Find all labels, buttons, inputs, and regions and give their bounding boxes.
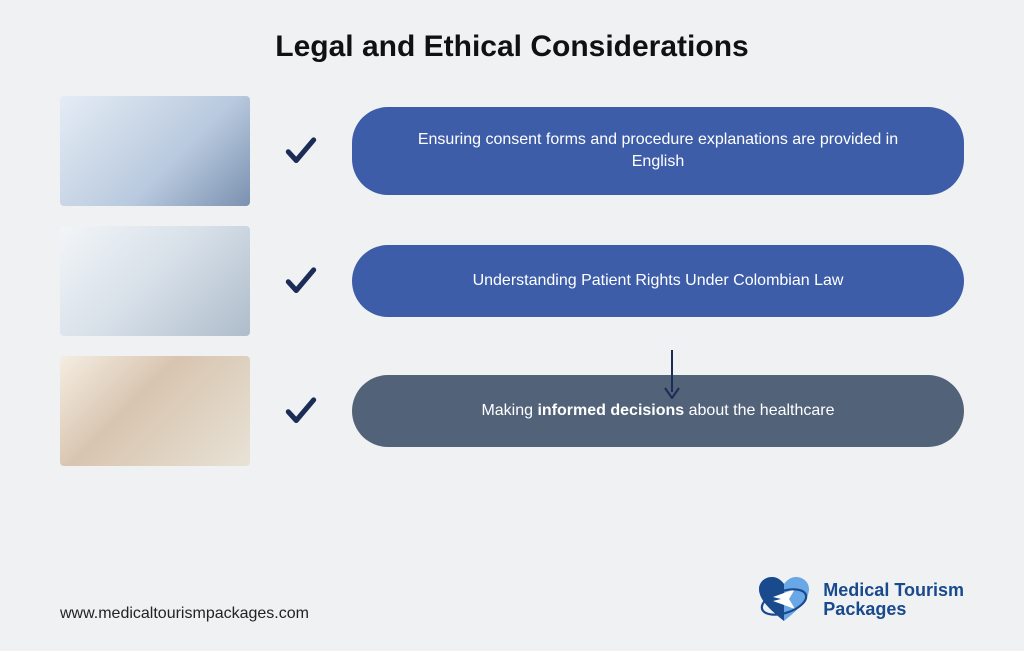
info-row: Making informed decisions about the heal… [60,356,964,466]
info-row: Understanding Patient Rights Under Colom… [60,226,964,336]
pill-consent: Ensuring consent forms and procedure exp… [352,107,964,196]
pill-text-suffix: about the healthcare [684,402,834,419]
pill-text-bold: informed decisions [537,402,684,419]
pill-decisions: Making informed decisions about the heal… [352,375,964,447]
logo-text: Medical Tourism Packages [823,581,964,619]
rows-container: Ensuring consent forms and procedure exp… [60,96,964,466]
logo-line1: Medical Tourism [823,581,964,600]
arrow-down-icon [660,348,684,402]
brand-logo: Medical Tourism Packages [755,575,964,625]
pill-rights: Understanding Patient Rights Under Colom… [352,245,964,317]
patient-rights-image [60,226,250,336]
informed-decisions-image [60,356,250,466]
consent-forms-image [60,96,250,206]
check-icon [282,262,320,300]
info-row: Ensuring consent forms and procedure exp… [60,96,964,206]
pill-text: Understanding Patient Rights Under Colom… [473,270,844,292]
pill-text: Ensuring consent forms and procedure exp… [392,129,924,174]
page-title: Legal and Ethical Considerations [60,30,964,64]
check-icon [282,132,320,170]
pill-text: Making informed decisions about the heal… [481,400,834,422]
footer-url: www.medicaltourismpackages.com [60,605,309,623]
check-icon [282,392,320,430]
heart-plane-icon [755,575,813,625]
logo-line2: Packages [823,600,964,619]
pill-text-prefix: Making [481,402,537,419]
